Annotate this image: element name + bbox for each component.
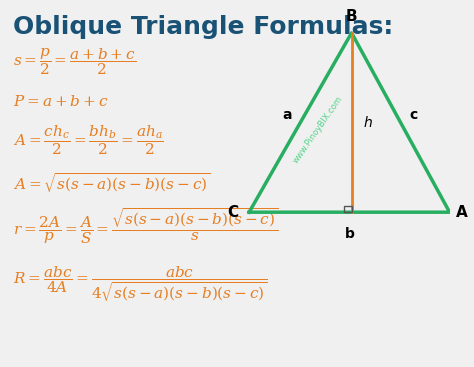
Text: $r = \dfrac{2A}{p} = \dfrac{A}{S} = \dfrac{\sqrt{s(s-a)(s-b)(s-c)}}{s}$: $r = \dfrac{2A}{p} = \dfrac{A}{S} = \dfr…: [13, 207, 278, 246]
Text: A: A: [456, 205, 468, 220]
Text: $A = \dfrac{ch_c}{2} = \dfrac{bh_b}{2} = \dfrac{ah_a}{2}$: $A = \dfrac{ch_c}{2} = \dfrac{bh_b}{2} =…: [13, 124, 164, 157]
Text: c: c: [410, 108, 418, 122]
Text: $P = a + b + c$: $P = a + b + c$: [13, 94, 109, 109]
Text: B: B: [346, 9, 357, 24]
Text: $s = \dfrac{p}{2} = \dfrac{a + b + c}{2}$: $s = \dfrac{p}{2} = \dfrac{a + b + c}{2}…: [13, 46, 136, 77]
Text: $A = \sqrt{s(s-a)(s-b)(s-c)}$: $A = \sqrt{s(s-a)(s-b)(s-c)}$: [13, 172, 210, 195]
Text: a: a: [282, 108, 292, 122]
Text: $R = \dfrac{abc}{4A} = \dfrac{abc}{4\sqrt{s(s-a)(s-b)(s-c)}}$: $R = \dfrac{abc}{4A} = \dfrac{abc}{4\sqr…: [13, 264, 268, 304]
Text: Oblique Triangle Formulas:: Oblique Triangle Formulas:: [13, 15, 393, 39]
Text: C: C: [227, 205, 238, 220]
Text: b: b: [345, 226, 354, 240]
Text: $h$: $h$: [363, 115, 373, 130]
Text: www.PinoyBIX.com: www.PinoyBIX.com: [292, 94, 345, 165]
